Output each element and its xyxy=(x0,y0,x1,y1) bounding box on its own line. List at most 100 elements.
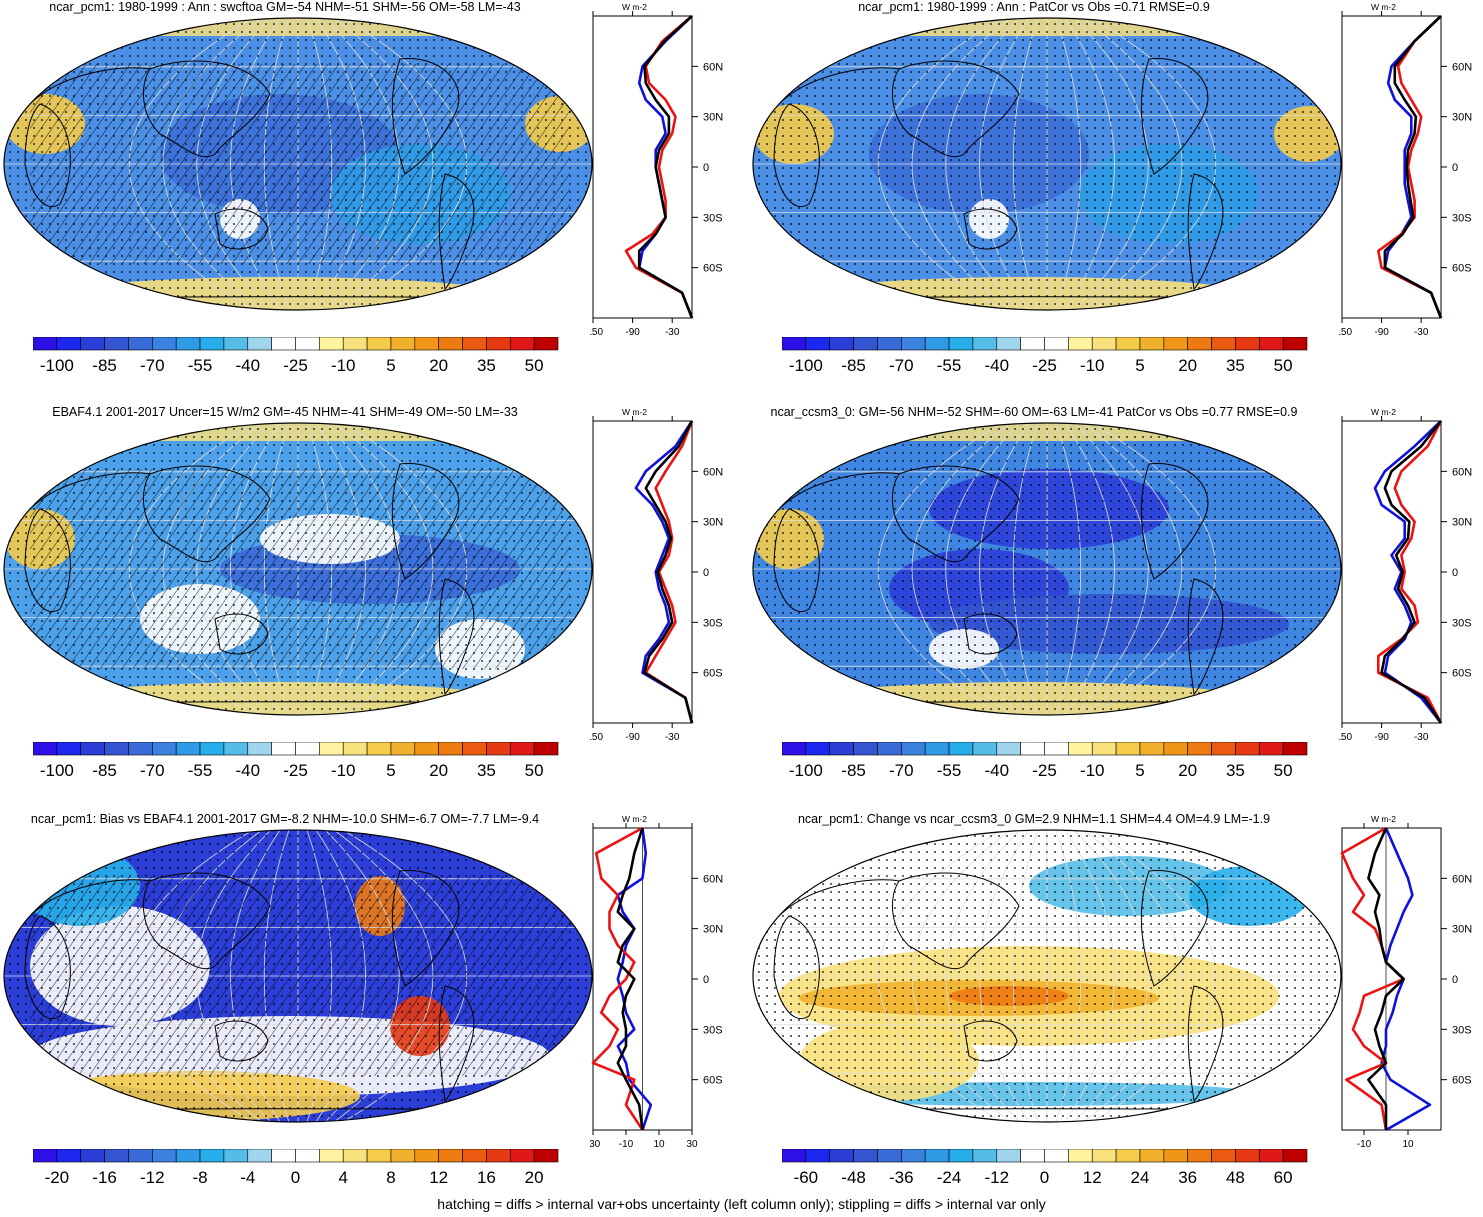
x-tick-label: -90 xyxy=(1374,732,1389,743)
colorbar-swatch xyxy=(486,742,511,756)
red-series-line xyxy=(1376,420,1443,724)
colorbar-swatch xyxy=(901,337,926,351)
colorbar-swatch xyxy=(56,742,82,756)
colorbar-swatch xyxy=(1282,742,1308,756)
chart-panel: ncar_pcm1: Change vs ncar_ccsm3_0 GM=2.9… xyxy=(749,812,1483,1217)
colorbar-swatch xyxy=(829,337,854,351)
chart-panel: ncar_pcm1: 1980-1999 : Ann : swcftoa GM=… xyxy=(0,0,741,405)
y-tick-label: 30S xyxy=(703,212,723,224)
colorbar-label: 0 xyxy=(291,1168,300,1187)
red-series-line xyxy=(624,15,694,319)
colorbar-label: 35 xyxy=(477,356,496,375)
unit-label: W m-2 xyxy=(622,2,647,12)
colorbar-label: -10 xyxy=(331,356,356,375)
x-tick-label: 30 xyxy=(686,1139,698,1150)
y-tick-label: 0 xyxy=(703,162,709,174)
colorbar-swatch xyxy=(877,742,902,756)
colorbar-swatch xyxy=(223,1149,249,1163)
panel-title: EBAF4.1 2001-2017 Uncer=15 W/m2 GM=-45 N… xyxy=(52,405,518,419)
colorbar-label: -85 xyxy=(841,356,866,375)
colorbar-swatch xyxy=(319,337,344,351)
colorbar-swatch xyxy=(1139,1149,1165,1163)
colorbar-label: -48 xyxy=(841,1168,866,1187)
colorbar-swatch xyxy=(805,337,831,351)
hatching xyxy=(30,64,570,264)
colorbar-swatch xyxy=(972,337,998,351)
colorbar-swatch xyxy=(152,1149,177,1163)
colorbar-label: -100 xyxy=(789,761,823,780)
colorbar-swatch xyxy=(1282,1149,1308,1163)
colorbar-label: -55 xyxy=(188,356,213,375)
colorbar-swatch xyxy=(56,1149,82,1163)
colorbar-swatch xyxy=(1163,1149,1188,1163)
x-tick-label: -90 xyxy=(1374,327,1389,338)
colorbar-swatch xyxy=(1211,742,1236,756)
y-tick-label: 60N xyxy=(703,873,723,885)
colorbar-label: -40 xyxy=(984,356,1009,375)
y-tick-label: 60S xyxy=(1452,1075,1472,1087)
colorbar-label: -25 xyxy=(1032,356,1057,375)
colorbar-label: 50 xyxy=(525,761,544,780)
y-tick-label: 60S xyxy=(1452,263,1472,275)
colorbar-label: 16 xyxy=(477,1168,496,1187)
colorbar-swatch xyxy=(33,742,58,756)
colorbar-swatch xyxy=(1139,337,1165,351)
colorbar-swatch xyxy=(438,337,463,351)
colorbar-swatch xyxy=(390,1149,416,1163)
colorbar-swatch xyxy=(33,337,58,351)
colorbar-swatch xyxy=(1115,1149,1141,1163)
colorbar-swatch xyxy=(805,742,831,756)
chart-panel: EBAF4.1 2001-2017 Uncer=15 W/m2 GM=-45 N… xyxy=(0,405,741,810)
black-series-line xyxy=(1383,15,1443,319)
colorbar-swatch xyxy=(128,337,153,351)
zonal-mean-plot: W m-2 -10 10 60N 30N 0 30S 60S xyxy=(1340,814,1472,1150)
y-tick-label: 30N xyxy=(703,924,723,936)
colorbar-swatch xyxy=(1187,1149,1212,1163)
zonal-mean-plot: W m-2 -30 -10 10 30 60N 30N 0 30S 60S xyxy=(590,814,723,1150)
colorbar-swatch xyxy=(948,742,974,756)
colorbar-label: -60 xyxy=(794,1168,819,1187)
colorbar-swatch xyxy=(924,1149,950,1163)
colorbar-swatch xyxy=(80,742,105,756)
zonal-mean-plot: W m-2 -150 -90 -30 60N 30N 0 30S 60S xyxy=(1339,2,1472,338)
colorbar-swatch xyxy=(128,742,153,756)
x-tick-label: 10 xyxy=(653,1139,665,1150)
world-map xyxy=(752,829,1342,1123)
colorbar-label: 50 xyxy=(525,356,544,375)
colorbar-swatch xyxy=(533,1149,559,1163)
colorbar-swatch xyxy=(1187,742,1212,756)
colorbar-label: 35 xyxy=(1226,356,1245,375)
colorbar-swatch xyxy=(924,337,950,351)
colorbar-swatch xyxy=(199,1149,225,1163)
world-map xyxy=(752,422,1342,716)
x-tick-label: -10 xyxy=(1357,1139,1372,1150)
colorbar-label: -85 xyxy=(92,761,117,780)
colorbar-label: -20 xyxy=(45,1168,70,1187)
y-tick-label: 30S xyxy=(703,617,723,629)
colorbar-swatch xyxy=(462,337,487,351)
colorbar-swatch xyxy=(295,1149,320,1163)
colorbar-swatch xyxy=(1258,337,1284,351)
colorbar-label: 50 xyxy=(1274,356,1293,375)
y-tick-label: 0 xyxy=(1452,974,1458,986)
colorbar-swatch xyxy=(782,337,807,351)
x-tick-label: -90 xyxy=(625,327,640,338)
colorbar-swatch xyxy=(390,742,416,756)
colorbar-label: -40 xyxy=(984,761,1009,780)
colorbar-label: -8 xyxy=(192,1168,207,1187)
colorbar-label: 48 xyxy=(1226,1168,1245,1187)
colorbar-label: -55 xyxy=(937,761,962,780)
colorbar-swatch xyxy=(1115,337,1141,351)
y-tick-label: 0 xyxy=(703,974,709,986)
y-tick-label: 60N xyxy=(1452,873,1472,885)
colorbar-swatch xyxy=(152,337,177,351)
colorbar-swatch xyxy=(319,742,344,756)
unit-label: W m-2 xyxy=(1371,814,1396,824)
colorbar-label: -100 xyxy=(789,356,823,375)
hatching xyxy=(30,876,570,1076)
colorbar-swatch xyxy=(805,1149,831,1163)
colorbar-swatch xyxy=(247,337,272,351)
x-tick-label: -150 xyxy=(1339,732,1352,743)
colorbar-label: -100 xyxy=(40,356,74,375)
chart-panel: ncar_pcm1: Bias vs EBAF4.1 2001-2017 GM=… xyxy=(0,812,741,1217)
